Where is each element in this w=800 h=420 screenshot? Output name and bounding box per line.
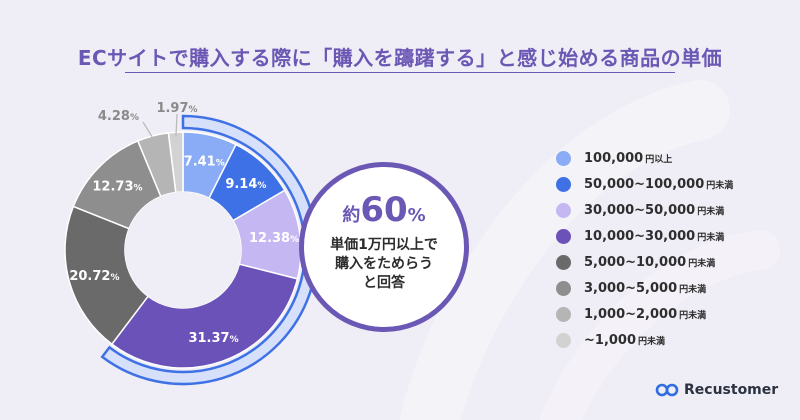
legend-label: 50,000~100,000 <box>584 176 705 192</box>
legend-label: 100,000 <box>584 150 644 166</box>
legend-item: 1,000~2,000 円未満 <box>556 301 733 327</box>
page-title: ECサイトで購入する際に「購入を躊躇する」と感じ始める商品の単価 <box>77 46 723 70</box>
legend: 100,000 円以上 50,000~100,000 円未満 30,000~50,000… <box>556 145 733 353</box>
slice-label: 31.37% <box>188 331 238 346</box>
slice-label: 12.38% <box>249 231 299 246</box>
leader-line <box>175 113 178 137</box>
legend-item: 50,000~100,000 円未満 <box>556 171 733 197</box>
legend-item: 30,000~50,000 円未満 <box>556 197 733 223</box>
logo-text: Recustomer <box>684 382 779 398</box>
callout-headline: 約60% <box>299 190 469 230</box>
callout-number: 60 <box>360 190 408 230</box>
brand-logo: Recustomer <box>655 382 778 398</box>
callout-circle <box>299 162 469 332</box>
legend-item: 10,000~30,000 円未満 <box>556 223 733 249</box>
slice-label: 7.41% <box>184 154 225 169</box>
slice-label: 9.14% <box>225 177 266 192</box>
legend-label: 1,000~2,000 <box>584 306 678 322</box>
callout-prefix: 約 <box>342 205 361 226</box>
legend-label-suffix: 円未満 <box>679 310 707 321</box>
legend-label-suffix: 円未満 <box>706 180 734 191</box>
slice-label: 20.72% <box>69 269 119 284</box>
slice-label: 12.73% <box>92 179 142 194</box>
callout-percent: % <box>407 205 426 226</box>
legend-swatch <box>556 306 571 322</box>
legend-label-suffix: 円未満 <box>697 232 725 243</box>
legend-item: 100,000 円以上 <box>556 145 733 171</box>
legend-label-suffix: 円以上 <box>645 154 673 165</box>
legend-label-suffix: 円未満 <box>638 336 666 347</box>
legend-swatch <box>556 280 571 296</box>
callout-text: 単価1万円以上で 購入をためらう と回答 <box>330 237 438 291</box>
donut-hole <box>125 192 241 308</box>
legend-item: 5,000~10,000 円未満 <box>556 249 733 275</box>
legend-label-suffix: 円未満 <box>688 258 716 269</box>
legend-swatch <box>556 202 571 218</box>
legend-swatch <box>556 254 571 270</box>
legend-swatch <box>556 228 571 244</box>
legend-swatch <box>556 332 571 348</box>
legend-label-suffix: 円未満 <box>679 284 707 295</box>
legend-label: 10,000~30,000 <box>584 228 696 244</box>
slice-label: 4.28% <box>98 109 139 124</box>
legend-label: ~1,000 <box>584 332 637 348</box>
legend-swatch <box>556 150 571 166</box>
title-underline <box>125 72 675 73</box>
legend-swatch <box>556 176 571 192</box>
recustomer-logo-icon <box>655 383 679 397</box>
leader-line <box>142 121 155 141</box>
slice-label: 1.97% <box>156 101 197 116</box>
legend-item: 3,000~5,000 円未満 <box>556 275 733 301</box>
legend-label: 30,000~50,000 <box>584 202 696 218</box>
legend-label-suffix: 円未満 <box>697 206 725 217</box>
legend-item: ~1,000 円未満 <box>556 327 733 353</box>
legend-label: 3,000~5,000 <box>584 280 678 296</box>
legend-label: 5,000~10,000 <box>584 254 687 270</box>
